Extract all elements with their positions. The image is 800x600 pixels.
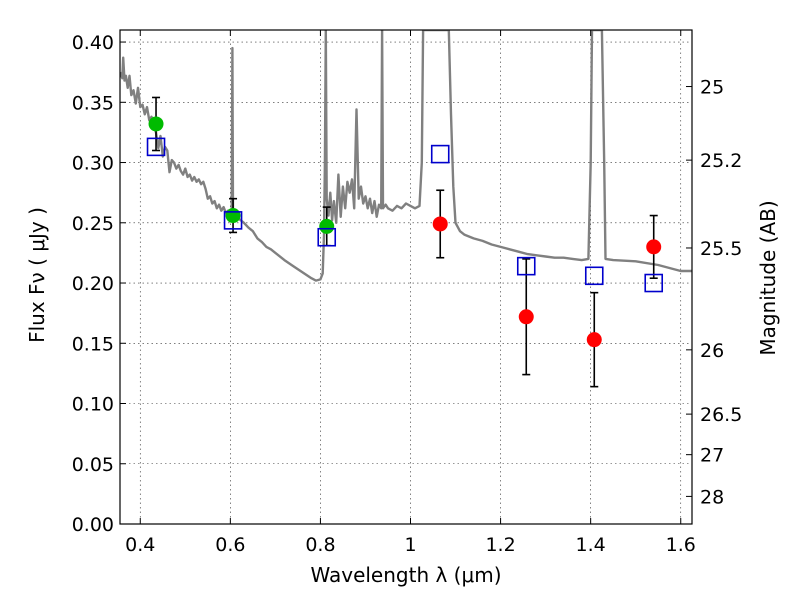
right-tick-label: 26 bbox=[700, 340, 724, 362]
y-tick-label: 0.30 bbox=[72, 153, 114, 175]
y-tick-label: 0.00 bbox=[72, 514, 114, 536]
right-tick-label: 25.5 bbox=[700, 238, 742, 260]
model-photometry-square bbox=[584, 266, 604, 286]
observed-flux-point bbox=[586, 332, 602, 348]
observed-flux-point bbox=[225, 208, 241, 224]
y-tick-label: 0.40 bbox=[72, 32, 114, 54]
data-points-layer bbox=[146, 96, 664, 388]
grid bbox=[120, 30, 692, 525]
x-tick-label: 0.4 bbox=[125, 534, 155, 556]
model-photometry-square bbox=[146, 137, 166, 157]
right-tick-label: 26.5 bbox=[700, 404, 742, 426]
axes: 0.4 0.6 0.8 1 1.2 1.4 1.6 0.00 0.05 0.10 0.15 0.20 0… bbox=[72, 29, 742, 556]
y-axis-title: Flux Fν ( μJy ) bbox=[25, 207, 49, 343]
plot-frame bbox=[119, 29, 693, 525]
x-tick-label: 1.2 bbox=[485, 534, 515, 556]
y-tick-label: 0.15 bbox=[72, 333, 114, 355]
x-axis-title: Wavelength λ (μm) bbox=[310, 563, 501, 587]
observed-flux-point bbox=[319, 218, 335, 234]
observed-flux-point bbox=[646, 239, 662, 255]
y-tick-label: 0.25 bbox=[72, 213, 114, 235]
x-tick-label: 0.6 bbox=[215, 534, 245, 556]
x-tick-label: 1.6 bbox=[666, 534, 696, 556]
right-tick-label: 27 bbox=[700, 445, 724, 467]
observed-flux-point bbox=[518, 309, 534, 325]
right-tick-label: 25 bbox=[700, 77, 724, 99]
model-photometry-square bbox=[644, 273, 664, 293]
y-tick-label: 0.10 bbox=[72, 394, 114, 416]
model-photometry-square bbox=[317, 227, 337, 247]
x-tick-label: 0.8 bbox=[305, 534, 335, 556]
x-tick-label: 1 bbox=[404, 534, 416, 556]
x-tick-label: 1.4 bbox=[576, 534, 606, 556]
model-photometry-square bbox=[223, 211, 243, 230]
y-tick-label: 0.20 bbox=[72, 273, 114, 295]
model-photometry-square bbox=[430, 144, 450, 164]
model-photometry-square bbox=[516, 256, 536, 276]
model-spectrum-line bbox=[120, 30, 692, 282]
observed-flux-point bbox=[148, 116, 164, 132]
model-spectrum-layer bbox=[120, 30, 692, 282]
y-tick-label: 0.35 bbox=[72, 92, 114, 114]
y-axis-right-title: Magnitude (AB) bbox=[756, 200, 780, 355]
y-tick-label: 0.05 bbox=[72, 454, 114, 476]
right-tick-label: 28 bbox=[700, 486, 724, 508]
observed-flux-point bbox=[432, 216, 448, 232]
right-tick-label: 25.2 bbox=[700, 150, 742, 172]
